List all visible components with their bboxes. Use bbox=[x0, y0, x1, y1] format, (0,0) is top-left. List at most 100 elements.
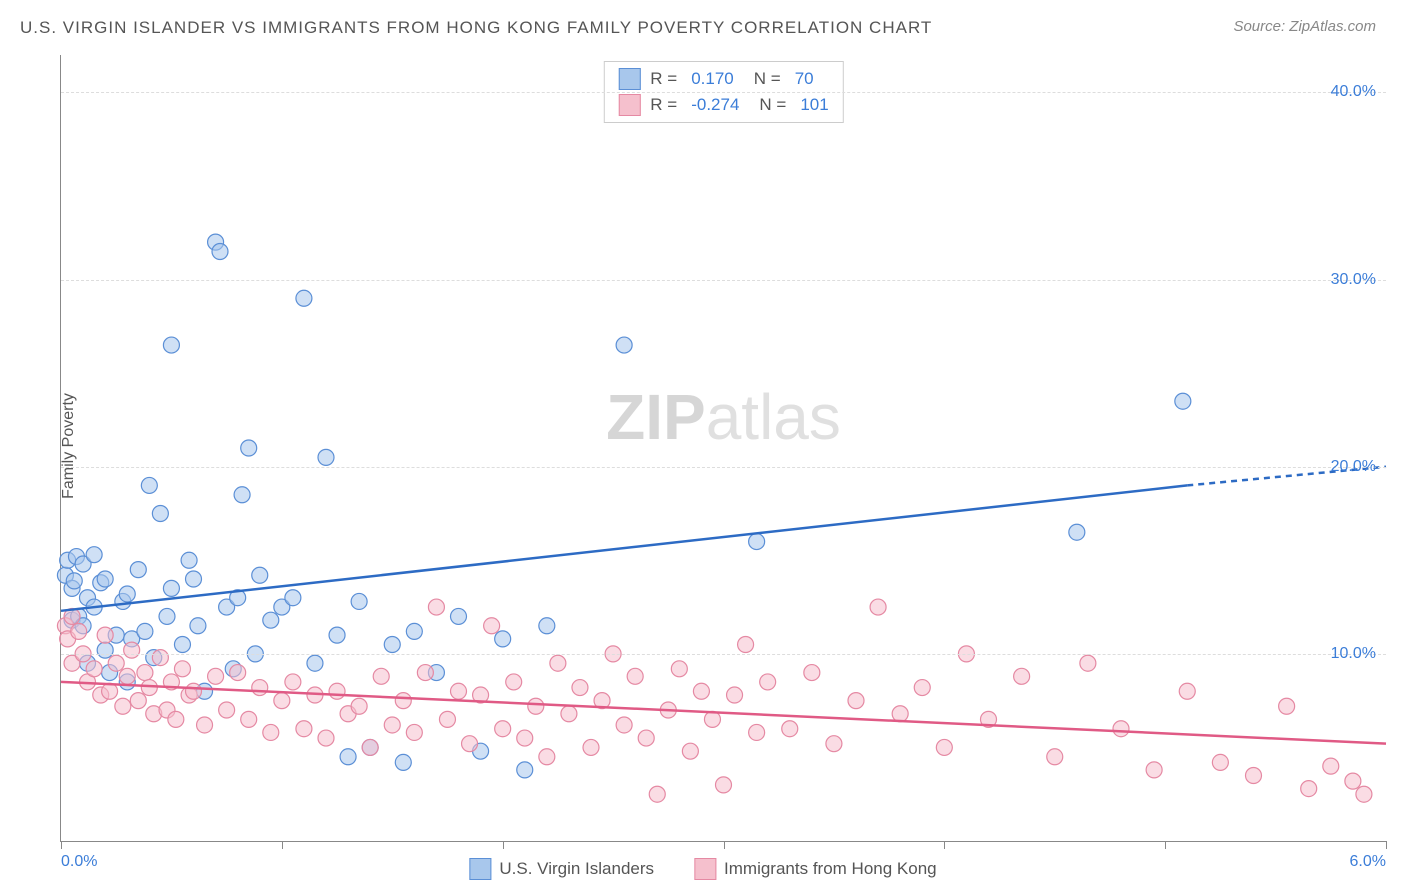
scatter-point bbox=[826, 736, 842, 752]
scatter-point bbox=[649, 786, 665, 802]
scatter-point bbox=[137, 665, 153, 681]
scatter-point bbox=[1080, 655, 1096, 671]
scatter-point bbox=[263, 724, 279, 740]
scatter-point bbox=[130, 562, 146, 578]
scatter-point bbox=[307, 655, 323, 671]
x-tick-label: 0.0% bbox=[61, 853, 97, 871]
scatter-point bbox=[86, 547, 102, 563]
x-tick bbox=[282, 841, 283, 849]
x-tick bbox=[724, 841, 725, 849]
scatter-point bbox=[252, 567, 268, 583]
x-tick bbox=[1386, 841, 1387, 849]
n-label: N = bbox=[759, 95, 786, 115]
x-tick-label: 6.0% bbox=[1350, 853, 1386, 871]
series1-name: U.S. Virgin Islanders bbox=[499, 859, 654, 879]
scatter-point bbox=[186, 571, 202, 587]
scatter-point bbox=[1279, 698, 1295, 714]
scatter-point bbox=[406, 623, 422, 639]
scatter-point bbox=[384, 637, 400, 653]
scatter-point bbox=[1323, 758, 1339, 774]
scatter-point bbox=[506, 674, 522, 690]
r-value-1: 0.170 bbox=[691, 69, 734, 89]
scatter-point bbox=[417, 665, 433, 681]
scatter-point bbox=[1014, 668, 1030, 684]
legend-swatch-blue bbox=[618, 68, 640, 90]
chart-title: U.S. VIRGIN ISLANDER VS IMMIGRANTS FROM … bbox=[20, 18, 932, 38]
scatter-point bbox=[115, 698, 131, 714]
y-tick-label: 10.0% bbox=[1331, 645, 1376, 663]
scatter-point bbox=[351, 593, 367, 609]
scatter-point bbox=[168, 711, 184, 727]
scatter-point bbox=[1212, 754, 1228, 770]
legend-swatch-blue bbox=[469, 858, 491, 880]
y-tick-label: 20.0% bbox=[1331, 458, 1376, 476]
scatter-point bbox=[174, 637, 190, 653]
r-label: R = bbox=[650, 95, 677, 115]
scatter-point bbox=[130, 693, 146, 709]
gridline bbox=[61, 92, 1386, 93]
gridline bbox=[61, 280, 1386, 281]
scatter-point bbox=[749, 724, 765, 740]
scatter-point bbox=[462, 736, 478, 752]
scatter-point bbox=[439, 711, 455, 727]
legend-swatch-pink bbox=[618, 94, 640, 116]
scatter-point bbox=[66, 573, 82, 589]
scatter-point bbox=[572, 680, 588, 696]
scatter-point bbox=[495, 631, 511, 647]
scatter-point bbox=[738, 637, 754, 653]
scatter-point bbox=[1356, 786, 1372, 802]
scatter-point bbox=[616, 337, 632, 353]
legend-item-series1: U.S. Virgin Islanders bbox=[469, 858, 654, 880]
scatter-point bbox=[234, 487, 250, 503]
trend-line bbox=[61, 485, 1187, 610]
x-tick bbox=[1165, 841, 1166, 849]
scatter-point bbox=[495, 721, 511, 737]
gridline bbox=[61, 467, 1386, 468]
scatter-point bbox=[749, 534, 765, 550]
scatter-point bbox=[241, 440, 257, 456]
scatter-point bbox=[137, 623, 153, 639]
scatter-point bbox=[484, 618, 500, 634]
y-tick-label: 30.0% bbox=[1331, 271, 1376, 289]
scatter-point bbox=[517, 762, 533, 778]
scatter-point bbox=[152, 506, 168, 522]
scatter-point bbox=[86, 661, 102, 677]
x-tick bbox=[61, 841, 62, 849]
scatter-point bbox=[252, 680, 268, 696]
scatter-point bbox=[174, 661, 190, 677]
scatter-point bbox=[329, 683, 345, 699]
scatter-point bbox=[539, 749, 555, 765]
scatter-point bbox=[97, 642, 113, 658]
n-label: N = bbox=[754, 69, 781, 89]
scatter-point bbox=[782, 721, 798, 737]
scatter-point bbox=[804, 665, 820, 681]
r-value-2: -0.274 bbox=[691, 95, 739, 115]
n-value-2: 101 bbox=[800, 95, 828, 115]
scatter-point bbox=[97, 627, 113, 643]
scatter-point bbox=[451, 683, 467, 699]
scatter-point bbox=[638, 730, 654, 746]
scatter-point bbox=[373, 668, 389, 684]
scatter-point bbox=[528, 698, 544, 714]
scatter-point bbox=[119, 586, 135, 602]
scatter-point bbox=[285, 590, 301, 606]
scatter-point bbox=[716, 777, 732, 793]
scatter-point bbox=[1047, 749, 1063, 765]
scatter-point bbox=[870, 599, 886, 615]
scatter-point bbox=[395, 754, 411, 770]
scatter-point bbox=[384, 717, 400, 733]
scatter-point bbox=[351, 698, 367, 714]
scatter-point bbox=[539, 618, 555, 634]
scatter-point bbox=[152, 650, 168, 666]
scatter-point bbox=[914, 680, 930, 696]
scatter-point bbox=[181, 552, 197, 568]
scatter-point bbox=[285, 674, 301, 690]
scatter-point bbox=[936, 739, 952, 755]
scatter-point bbox=[760, 674, 776, 690]
scatter-point bbox=[627, 668, 643, 684]
scatter-point bbox=[1113, 721, 1129, 737]
y-tick-label: 40.0% bbox=[1331, 83, 1376, 101]
scatter-point bbox=[1246, 768, 1262, 784]
scatter-point bbox=[71, 623, 87, 639]
scatter-point bbox=[296, 721, 312, 737]
